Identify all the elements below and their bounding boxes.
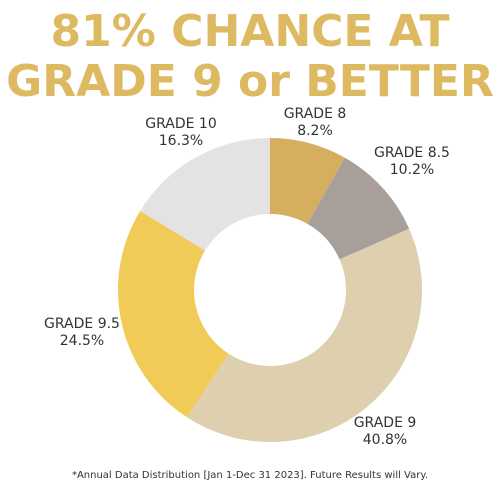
slice-labels: GRADE 88.2% GRADE 8.510.2% GRADE 940.8% GRA…: [44, 106, 450, 448]
slice-grade-8: [270, 138, 345, 224]
footnote: *Annual Data Distribution [Jan 1-Dec 31 …: [71, 470, 429, 481]
slice-label-grade-10: GRADE 10: [145, 116, 216, 132]
slice-grade-8-5: [307, 157, 410, 260]
slice-value-grade-8-5: 10.2%: [390, 162, 434, 178]
headline-line-2: GRADE 9 or BETTER: [6, 56, 494, 107]
slice-value-grade-9: 40.8%: [363, 432, 407, 448]
donut-slices: [118, 138, 423, 443]
slice-label-grade-8: GRADE 8: [284, 106, 347, 122]
headline-line-1: 81% CHANCE AT: [50, 6, 450, 57]
slice-label-grade-9-5: GRADE 9.5: [44, 316, 120, 332]
slice-value-grade-8: 8.2%: [297, 123, 333, 139]
slice-grade-9: [186, 228, 423, 443]
slice-grade-10: [140, 138, 270, 251]
slice-label-grade-9: GRADE 9: [354, 415, 417, 431]
slice-label-grade-8-5: GRADE 8.5: [374, 145, 450, 161]
slice-grade-9-5: [118, 210, 229, 418]
slice-value-grade-9-5: 24.5%: [60, 333, 104, 349]
slice-value-grade-10: 16.3%: [159, 133, 203, 149]
